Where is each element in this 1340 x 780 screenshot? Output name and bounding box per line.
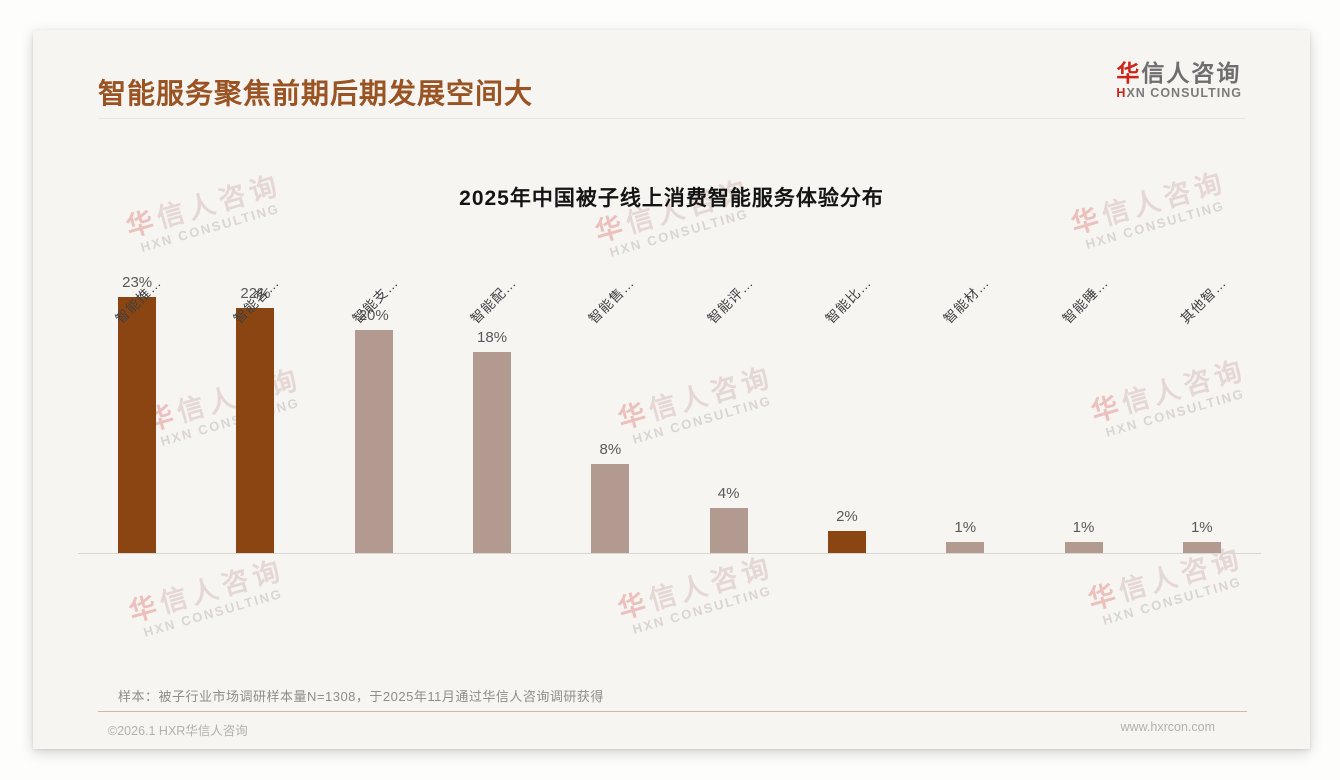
website-text: www.hxrcon.com xyxy=(1120,720,1215,734)
page-title: 智能服务聚焦前期后期发展空间大 xyxy=(98,78,534,109)
bar-value-label: 22% xyxy=(240,285,271,302)
category-label: 智能材… xyxy=(941,274,993,327)
bar-slot: 1% 智能睡… xyxy=(1024,260,1142,553)
bar-slot: 4% 智能评… xyxy=(669,260,787,553)
brand-logo-chinese: 华信人咨询 xyxy=(1116,60,1242,86)
bar-value-label: 23% xyxy=(122,274,153,291)
sample-note: 样本：被子行业市场调研样本量N=1308，于2025年11月通过华信人咨询调研获… xyxy=(118,689,604,704)
header-divider xyxy=(98,118,1245,119)
bar-slot: 20% 智能支… xyxy=(315,260,433,553)
bar-slot: 1% 智能材… xyxy=(906,260,1024,553)
category-label: 智能睡… xyxy=(1059,274,1111,327)
bar-value-label: 1% xyxy=(954,519,977,536)
bar xyxy=(827,531,866,553)
bar xyxy=(946,542,985,553)
bar xyxy=(591,464,630,553)
bar-slot: 2% 智能比… xyxy=(788,260,906,553)
category-label: 其他智… xyxy=(1177,274,1230,327)
category-label: 智能评… xyxy=(704,274,757,327)
bar-value-label: 2% xyxy=(836,508,858,525)
brand-logo-red-letter: H xyxy=(1116,86,1127,101)
bar-value-label: 8% xyxy=(599,441,622,458)
bar-slot: 8% 智能售… xyxy=(551,260,669,553)
brand-logo: 华信人咨询 HXN CONSULTING xyxy=(1116,60,1242,101)
bar-slot: 22% 智能客… xyxy=(196,260,314,553)
chart-title: 2025年中国被子线上消费智能服务体验分布 xyxy=(459,187,884,210)
bar-slot: 18% 智能配… xyxy=(433,260,551,553)
bar-value-label: 1% xyxy=(1072,519,1095,536)
brand-logo-gray-letters: XN CONSULTING xyxy=(1126,86,1242,101)
category-label: 智能配… xyxy=(467,274,520,327)
bar-value-label: 4% xyxy=(717,485,740,502)
bar-value-label: 1% xyxy=(1190,519,1213,536)
copyright-text: ©2026.1 HXR华信人咨询 xyxy=(108,724,248,738)
brand-logo-english: HXN CONSULTING xyxy=(1116,86,1242,100)
footer-divider xyxy=(98,711,1247,712)
bar xyxy=(118,297,157,553)
bar-value-label: 20% xyxy=(358,307,389,324)
bar xyxy=(1182,542,1221,553)
bar xyxy=(354,330,393,553)
brand-logo-gray-chars: 信人咨询 xyxy=(1141,60,1242,86)
brand-logo-red-char: 华 xyxy=(1116,60,1142,86)
bar xyxy=(236,308,275,553)
bar-slot: 1% 其他智… xyxy=(1143,260,1261,553)
bar xyxy=(709,508,748,553)
slide: 华信人咨询 HXN CONSULTING 华信人咨询 HXN CONSULTING 华信… xyxy=(33,30,1310,749)
bar xyxy=(473,352,512,553)
bar xyxy=(1064,542,1103,553)
bar-slot: 23% 智能推… xyxy=(78,260,196,553)
bar-value-label: 18% xyxy=(477,329,508,346)
category-label: 智能比… xyxy=(822,274,875,327)
bar-chart: 23% 智能推… 22% 智能客… 20% 智能支… 18% 智能配… 8% 智能售… 4% 智能评…… xyxy=(78,260,1261,554)
category-label: 智能售… xyxy=(586,274,638,327)
